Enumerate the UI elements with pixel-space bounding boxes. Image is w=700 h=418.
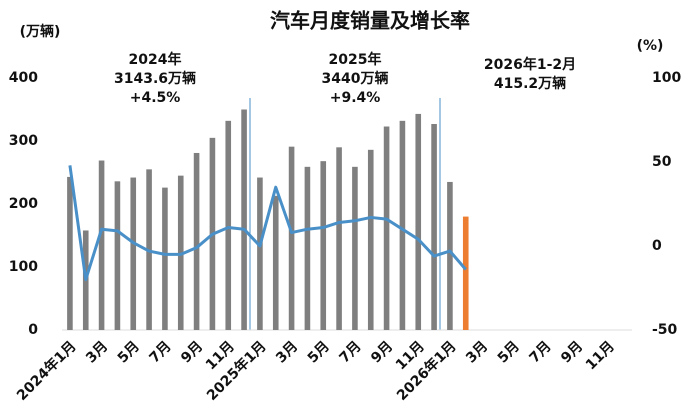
bar: [272, 195, 279, 330]
x-tick-label: 3月: [273, 338, 301, 366]
x-tick-label: 5月: [115, 338, 143, 366]
annotation: +9.4%: [330, 90, 381, 106]
annotation: 415.2万辆: [494, 75, 566, 92]
x-tick-label: 5月: [305, 338, 333, 366]
y-tick-label: 300: [9, 133, 38, 149]
bar: [320, 161, 327, 330]
bar: [241, 109, 247, 330]
annotation: 3143.6万辆: [114, 70, 196, 87]
bar: [98, 160, 105, 330]
bar: [383, 126, 390, 330]
annotation: +4.5%: [130, 90, 181, 106]
bar: [257, 177, 263, 330]
y-tick-label: 200: [9, 196, 38, 212]
x-tick-label: 7月: [526, 338, 554, 366]
growth-line: [68, 165, 467, 282]
y-tick-label: 100: [9, 259, 38, 275]
bar: [225, 120, 232, 330]
bar: [130, 177, 137, 330]
y2-tick-label: 0: [652, 238, 662, 254]
bar: [193, 152, 200, 330]
y-tick-label: 0: [28, 322, 38, 338]
annotation: 2025年: [329, 51, 382, 68]
x-tick-label: 7月: [336, 338, 364, 366]
y-axis-label: (万辆): [20, 23, 61, 40]
bar: [162, 187, 168, 330]
bar: [67, 176, 73, 330]
x-tick-label: 3月: [83, 338, 111, 366]
bar: [288, 146, 295, 330]
y2-axis-label: (%): [637, 38, 664, 54]
x-tick-label: 3月: [463, 338, 491, 366]
bar: [352, 166, 358, 330]
x-tick-label: 5月: [495, 338, 523, 366]
y2-tick-label: 50: [652, 154, 672, 170]
annotation: 3440万辆: [322, 70, 389, 87]
bar: [336, 147, 342, 330]
annotation: 2026年1-2月: [484, 56, 576, 73]
annotation: 2024年: [129, 51, 182, 68]
bar: [462, 216, 469, 330]
bar: [304, 166, 311, 330]
x-tick-label: 7月: [146, 338, 174, 366]
bar: [114, 181, 121, 330]
x-tick-label: 2024年1月: [13, 338, 79, 404]
x-tick-label: 11月: [583, 338, 618, 373]
y2-tick-label: 100: [652, 70, 681, 86]
bar: [447, 181, 453, 330]
bar: [399, 120, 406, 330]
bar: [415, 113, 422, 330]
chart-title: 汽车月度销量及增长率: [270, 9, 470, 33]
y2-tick-label: -50: [652, 322, 678, 338]
y-tick-label: 400: [9, 70, 38, 86]
bar: [431, 123, 437, 331]
bar: [367, 149, 374, 330]
